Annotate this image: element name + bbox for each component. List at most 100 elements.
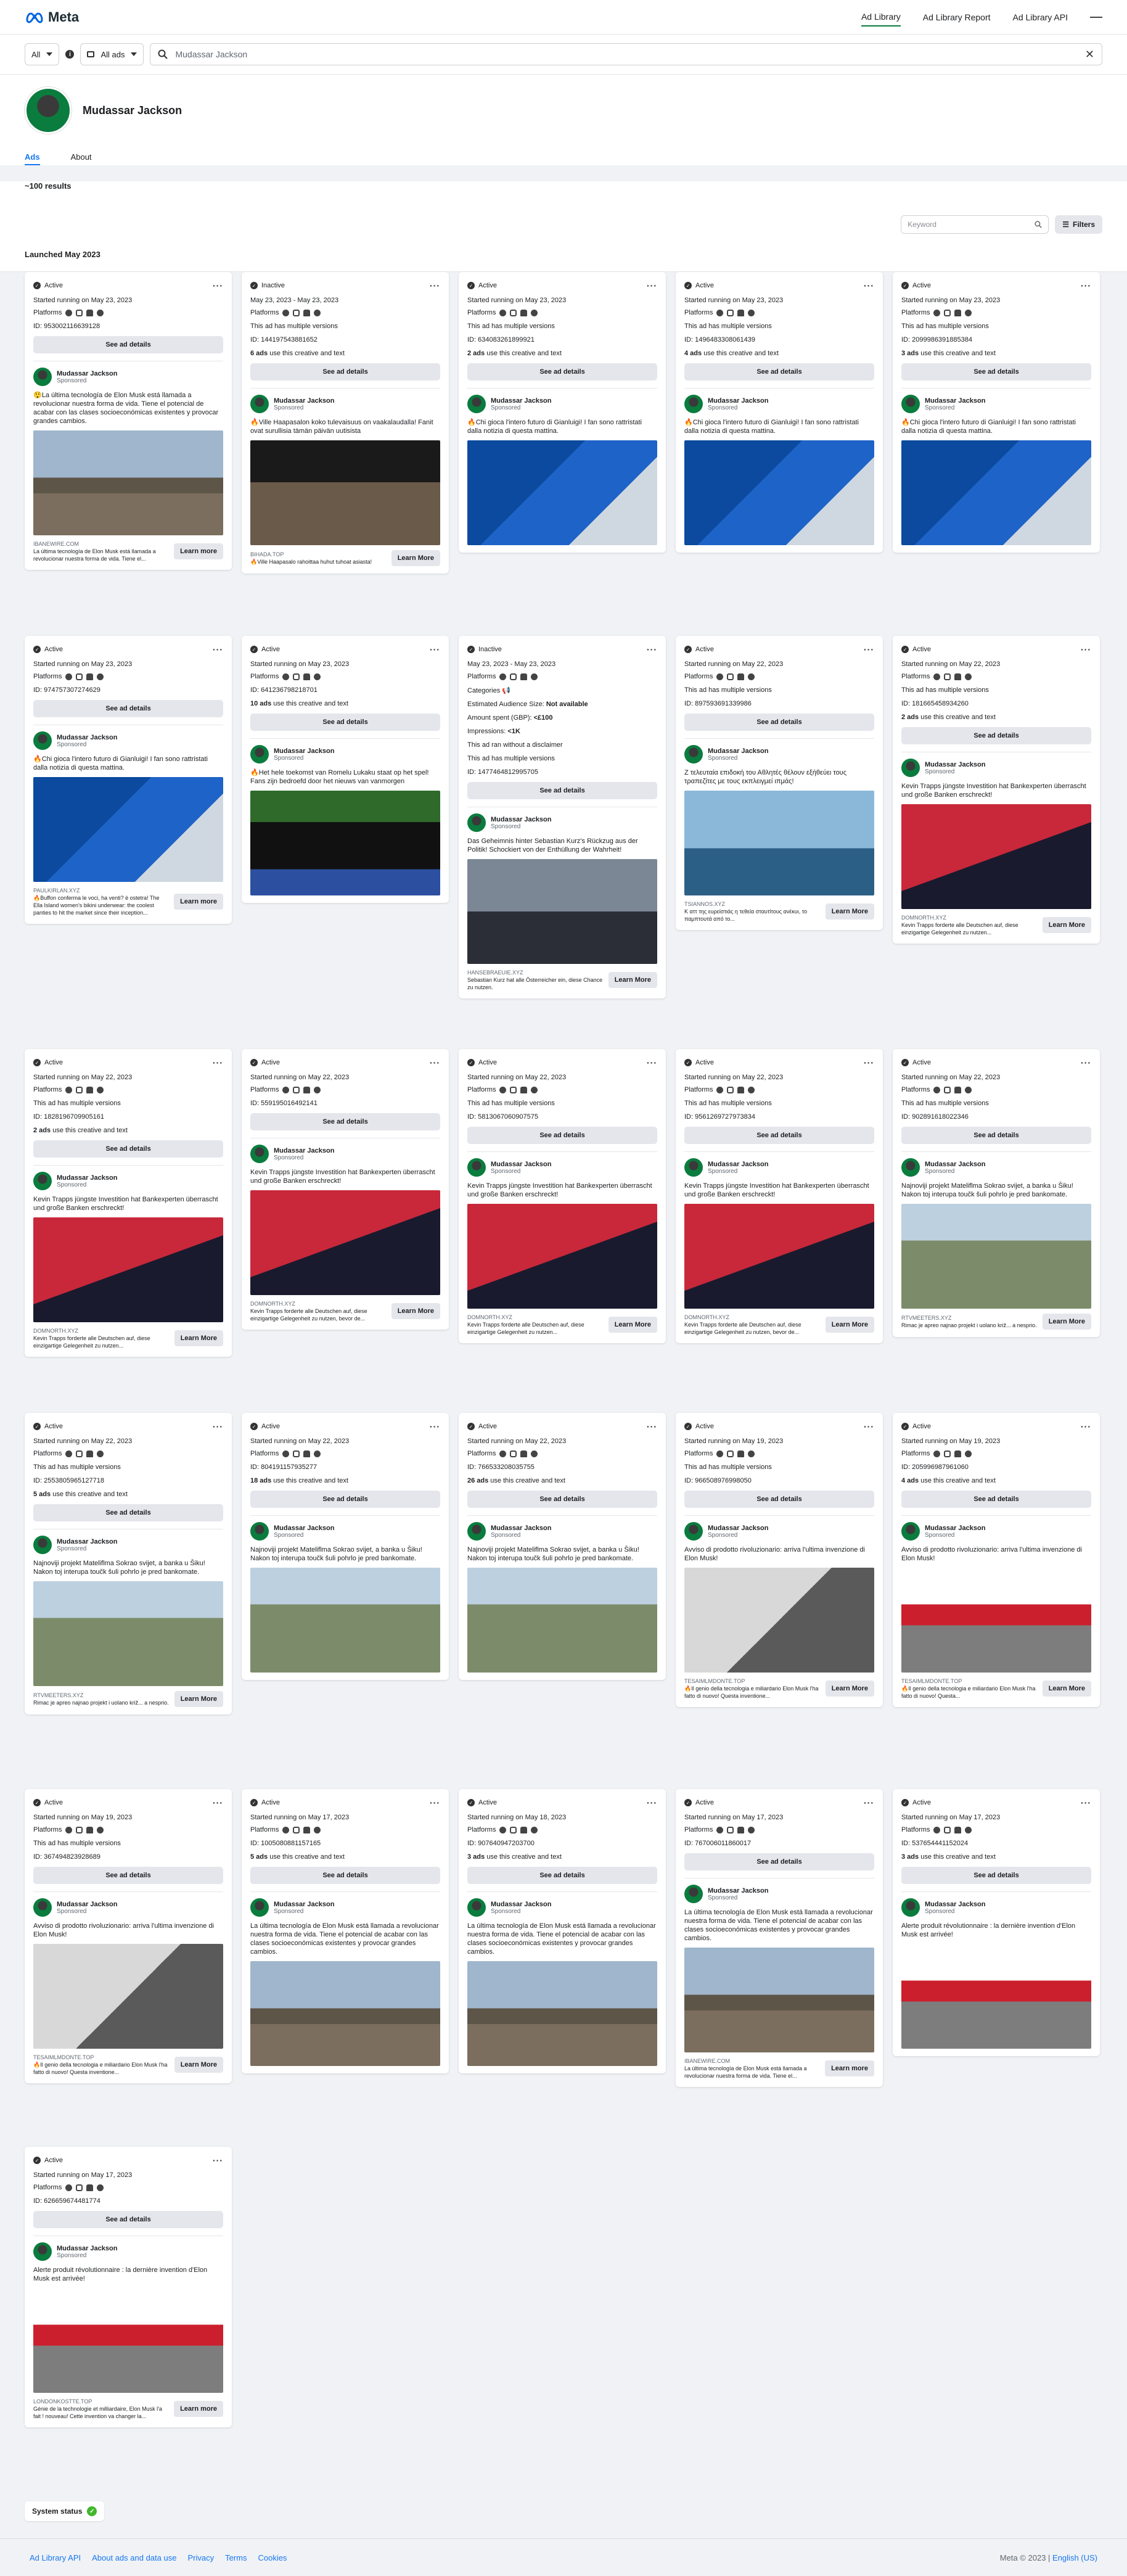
advertiser-name[interactable]: Mudassar Jackson (274, 1900, 335, 1908)
more-options-icon[interactable]: ··· (1081, 644, 1091, 654)
advertiser-name[interactable]: Mudassar Jackson (925, 397, 986, 405)
see-ad-details-button[interactable]: See ad details (467, 1491, 657, 1508)
footer-link-privacy[interactable]: Privacy (187, 2553, 215, 2562)
see-ad-details-button[interactable]: See ad details (33, 700, 223, 717)
see-ad-details-button[interactable]: See ad details (467, 363, 657, 381)
advertiser-name[interactable]: Mudassar Jackson (57, 733, 118, 741)
learn-more-button[interactable]: Learn More (1042, 917, 1091, 933)
advertiser-name[interactable]: Mudassar Jackson (708, 1524, 769, 1532)
learn-more-button[interactable]: Learn More (608, 1317, 657, 1333)
see-ad-details-button[interactable]: See ad details (250, 1491, 440, 1508)
see-ad-details-button[interactable]: See ad details (901, 1867, 1091, 1884)
advertiser-name[interactable]: Mudassar Jackson (57, 369, 118, 377)
advertiser-name[interactable]: Mudassar Jackson (274, 747, 335, 755)
more-options-icon[interactable]: ··· (1081, 1798, 1091, 1808)
tab-ads[interactable]: Ads (25, 152, 40, 165)
more-options-icon[interactable]: ··· (864, 281, 874, 290)
search-input[interactable]: Mudassar Jackson ✕ (150, 43, 1102, 65)
language-link[interactable]: English (US) (1052, 2553, 1097, 2562)
ad-image[interactable] (250, 1190, 440, 1295)
see-ad-details-button[interactable]: See ad details (250, 1867, 440, 1884)
meta-logo[interactable]: Meta (25, 9, 79, 25)
advertiser-name[interactable]: Mudassar Jackson (57, 1537, 118, 1545)
more-options-icon[interactable]: ··· (213, 2155, 223, 2165)
learn-more-button[interactable]: Learn More (825, 1681, 874, 1697)
see-ad-details-button[interactable]: See ad details (33, 1140, 223, 1158)
advertiser-name[interactable]: Mudassar Jackson (708, 397, 769, 405)
more-options-icon[interactable]: ··· (864, 1058, 874, 1068)
see-ad-details-button[interactable]: See ad details (467, 782, 657, 799)
more-options-icon[interactable]: ··· (647, 281, 657, 290)
more-options-icon[interactable]: ··· (864, 644, 874, 654)
learn-more-button[interactable]: Learn More (825, 1317, 874, 1333)
ad-image[interactable] (901, 440, 1091, 545)
advertiser-name[interactable]: Mudassar Jackson (708, 1887, 769, 1895)
advertiser-name[interactable]: Mudassar Jackson (57, 1174, 118, 1182)
more-options-icon[interactable]: ··· (213, 1798, 223, 1808)
more-options-icon[interactable]: ··· (1081, 281, 1091, 290)
advertiser-name[interactable]: Mudassar Jackson (491, 815, 552, 823)
more-options-icon[interactable]: ··· (1081, 1422, 1091, 1431)
learn-more-button[interactable]: Learn more (174, 894, 223, 910)
footer-link-api[interactable]: Ad Library API (30, 2553, 81, 2562)
info-icon[interactable]: i (65, 50, 75, 59)
advertiser-name[interactable]: Mudassar Jackson (491, 1524, 552, 1532)
footer-link-about[interactable]: About ads and data use (92, 2553, 177, 2562)
learn-more-button[interactable]: Learn More (174, 1330, 223, 1346)
more-options-icon[interactable]: ··· (430, 281, 440, 290)
ad-image[interactable] (901, 804, 1091, 909)
ad-type-dropdown[interactable]: All ads (80, 43, 144, 65)
see-ad-details-button[interactable]: See ad details (901, 1491, 1091, 1508)
advertiser-name[interactable]: Mudassar Jackson (925, 1160, 986, 1168)
ad-image[interactable] (684, 440, 874, 545)
ad-image[interactable] (467, 1961, 657, 2066)
see-ad-details-button[interactable]: See ad details (250, 714, 440, 731)
advertiser-name[interactable]: Mudassar Jackson (491, 1900, 552, 1908)
system-status[interactable]: System status ✓ (25, 2501, 105, 2521)
nav-ad-library-api[interactable]: Ad Library API (1012, 12, 1068, 22)
advertiser-name[interactable]: Mudassar Jackson (57, 2244, 118, 2252)
ad-image[interactable] (684, 791, 874, 895)
more-options-icon[interactable]: ··· (864, 1422, 874, 1431)
see-ad-details-button[interactable]: See ad details (33, 2211, 223, 2228)
ad-image[interactable] (33, 777, 223, 882)
ad-image[interactable] (33, 2288, 223, 2393)
footer-link-terms[interactable]: Terms (225, 2553, 247, 2562)
ad-image[interactable] (684, 1568, 874, 1673)
ad-image[interactable] (467, 1568, 657, 1673)
more-options-icon[interactable]: ··· (647, 644, 657, 654)
see-ad-details-button[interactable]: See ad details (33, 1867, 223, 1884)
ad-image[interactable] (33, 430, 223, 535)
clear-search-icon[interactable]: ✕ (1084, 47, 1094, 60)
learn-more-button[interactable]: Learn More (391, 1303, 440, 1319)
advertiser-name[interactable]: Mudassar Jackson (57, 1900, 118, 1908)
learn-more-button[interactable]: Learn more (174, 2401, 223, 2417)
ad-image[interactable] (250, 1961, 440, 2066)
advertiser-name[interactable]: Mudassar Jackson (491, 1160, 552, 1168)
see-ad-details-button[interactable]: See ad details (33, 1504, 223, 1521)
see-ad-details-button[interactable]: See ad details (250, 1113, 440, 1130)
ad-image[interactable] (467, 859, 657, 964)
ad-image[interactable] (901, 1568, 1091, 1673)
see-ad-details-button[interactable]: See ad details (684, 714, 874, 731)
more-options-icon[interactable]: ··· (430, 644, 440, 654)
more-options-icon[interactable]: ··· (647, 1422, 657, 1431)
ad-image[interactable] (901, 1204, 1091, 1309)
ad-image[interactable] (250, 440, 440, 545)
see-ad-details-button[interactable]: See ad details (250, 363, 440, 381)
more-options-icon[interactable]: ··· (430, 1422, 440, 1431)
country-dropdown[interactable]: All (25, 43, 60, 65)
learn-more-button[interactable]: Learn more (825, 2060, 874, 2076)
see-ad-details-button[interactable]: See ad details (901, 363, 1091, 381)
see-ad-details-button[interactable]: See ad details (684, 1491, 874, 1508)
more-options-icon[interactable]: ··· (430, 1058, 440, 1068)
ad-image[interactable] (467, 1204, 657, 1309)
ad-image[interactable] (33, 1944, 223, 2049)
ad-image[interactable] (901, 1944, 1091, 2049)
learn-more-button[interactable]: Learn More (1042, 1681, 1091, 1697)
learn-more-button[interactable]: Learn More (174, 1691, 223, 1707)
ad-image[interactable] (467, 440, 657, 545)
see-ad-details-button[interactable]: See ad details (901, 727, 1091, 744)
see-ad-details-button[interactable]: See ad details (684, 363, 874, 381)
keyword-input[interactable]: Keyword (901, 215, 1049, 234)
